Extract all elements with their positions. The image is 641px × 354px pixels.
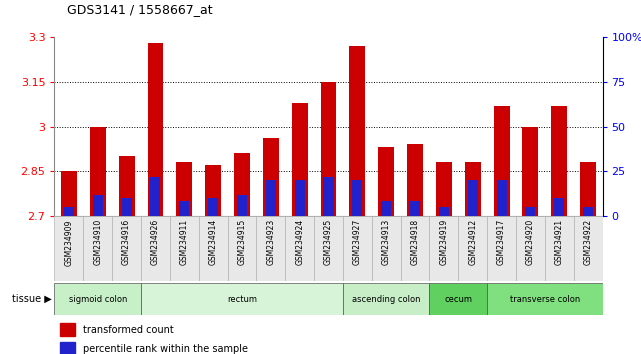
Bar	[54, 283, 141, 315]
Bar	[429, 283, 487, 315]
Bar	[147, 43, 163, 216]
Text: GSM234917: GSM234917	[497, 219, 506, 266]
Bar	[487, 283, 603, 315]
Bar	[314, 216, 343, 281]
Bar	[353, 180, 362, 216]
Bar	[458, 216, 487, 281]
Bar	[83, 216, 112, 281]
Bar	[378, 147, 394, 216]
Bar	[436, 162, 452, 216]
Bar	[401, 216, 429, 281]
Text: GSM234920: GSM234920	[526, 219, 535, 266]
Bar	[465, 162, 481, 216]
Bar	[468, 180, 478, 216]
Bar	[60, 323, 75, 336]
Bar	[256, 216, 285, 281]
Bar	[526, 207, 535, 216]
Bar	[349, 46, 365, 216]
Text: rectum: rectum	[227, 295, 257, 304]
Bar	[199, 216, 228, 281]
Text: transformed count: transformed count	[83, 325, 174, 335]
Text: GSM234922: GSM234922	[583, 219, 593, 266]
Text: GSM234913: GSM234913	[381, 219, 391, 266]
Bar	[60, 342, 75, 354]
Bar	[410, 201, 420, 216]
Bar	[494, 106, 510, 216]
Text: GSM234915: GSM234915	[237, 219, 247, 266]
Text: GSM234911: GSM234911	[179, 219, 189, 266]
Text: GDS3141 / 1558667_at: GDS3141 / 1558667_at	[67, 3, 213, 16]
Bar	[237, 195, 247, 216]
Text: GSM234916: GSM234916	[122, 219, 131, 266]
Text: GSM234919: GSM234919	[439, 219, 449, 266]
Bar	[112, 216, 141, 281]
Text: GSM234910: GSM234910	[93, 219, 103, 266]
Bar	[497, 180, 506, 216]
Text: GSM234925: GSM234925	[324, 219, 333, 266]
Bar	[372, 216, 401, 281]
Bar	[93, 195, 103, 216]
Text: cecum: cecum	[444, 295, 472, 304]
Bar	[61, 171, 77, 216]
Bar	[141, 283, 343, 315]
Bar	[90, 126, 106, 216]
Text: GSM234921: GSM234921	[554, 219, 564, 266]
Bar	[381, 201, 391, 216]
Text: GSM234924: GSM234924	[295, 219, 304, 266]
Bar	[324, 177, 333, 216]
Bar	[343, 283, 429, 315]
Bar	[551, 106, 567, 216]
Text: tissue ▶: tissue ▶	[12, 294, 51, 304]
Bar	[516, 216, 545, 281]
Bar	[439, 207, 449, 216]
Text: ascending colon: ascending colon	[352, 295, 420, 304]
Bar	[228, 216, 256, 281]
Bar	[522, 126, 538, 216]
Text: GSM234926: GSM234926	[151, 219, 160, 266]
Text: GSM234909: GSM234909	[64, 219, 74, 266]
Text: GSM234912: GSM234912	[468, 219, 478, 266]
Text: transverse colon: transverse colon	[510, 295, 580, 304]
Text: GSM234927: GSM234927	[353, 219, 362, 266]
Bar	[320, 82, 337, 216]
Bar	[429, 216, 458, 281]
Bar	[263, 138, 279, 216]
Bar	[554, 198, 564, 216]
Bar	[292, 103, 308, 216]
Text: GSM234918: GSM234918	[410, 219, 420, 266]
Bar	[234, 153, 250, 216]
Bar	[285, 216, 314, 281]
Bar	[205, 165, 221, 216]
Bar	[407, 144, 423, 216]
Bar	[208, 198, 218, 216]
Bar	[266, 180, 276, 216]
Bar	[295, 180, 304, 216]
Bar	[343, 216, 372, 281]
Bar	[176, 162, 192, 216]
Bar	[119, 156, 135, 216]
Text: sigmoid colon: sigmoid colon	[69, 295, 127, 304]
Bar	[583, 207, 593, 216]
Bar	[574, 216, 603, 281]
Bar	[179, 201, 189, 216]
Text: GSM234914: GSM234914	[208, 219, 218, 266]
Bar	[141, 216, 170, 281]
Text: GSM234923: GSM234923	[266, 219, 276, 266]
Bar	[54, 216, 83, 281]
Bar	[122, 198, 131, 216]
Bar	[64, 207, 74, 216]
Bar	[580, 162, 596, 216]
Bar	[151, 177, 160, 216]
Bar	[487, 216, 516, 281]
Bar	[170, 216, 199, 281]
Bar	[545, 216, 574, 281]
Text: percentile rank within the sample: percentile rank within the sample	[83, 344, 248, 354]
